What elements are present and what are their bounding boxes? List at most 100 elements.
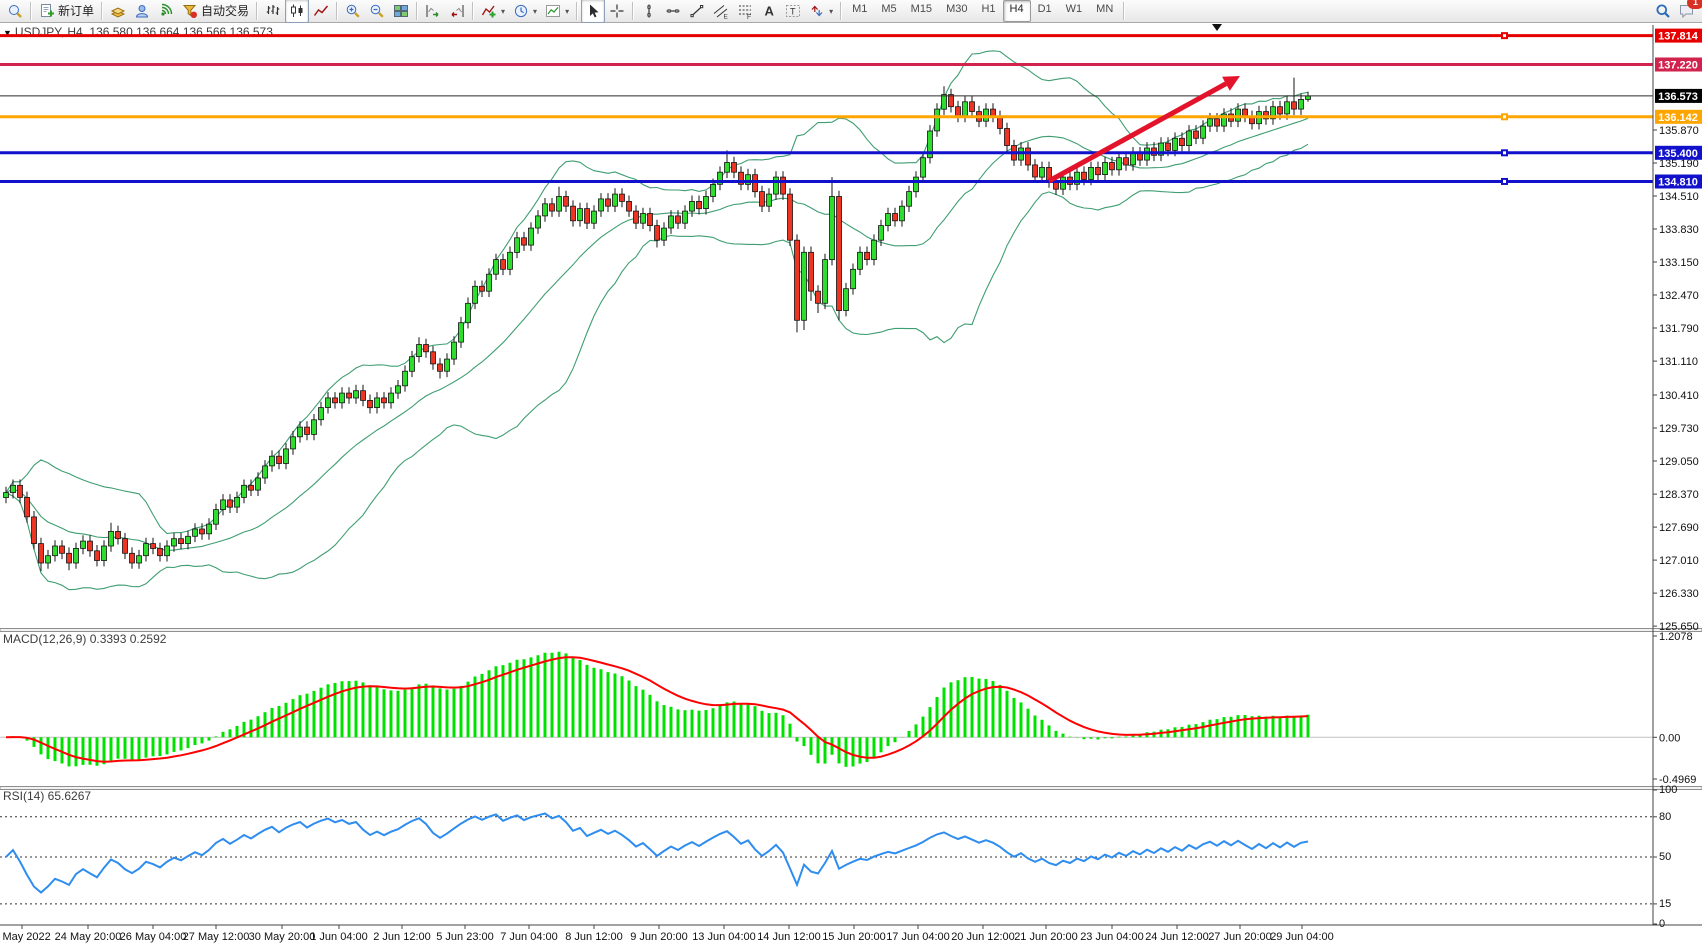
cursor-button[interactable] xyxy=(581,0,606,23)
clock-icon xyxy=(513,3,529,19)
signals-button[interactable] xyxy=(154,0,178,23)
new-order-button-label: 新订单 xyxy=(58,4,95,18)
zoom-out-button[interactable] xyxy=(365,0,389,23)
market-depth-button[interactable] xyxy=(106,0,130,23)
price-tick-label: 131.110 xyxy=(1659,356,1698,368)
channel-button[interactable]: E xyxy=(709,0,733,23)
line-chart-icon xyxy=(313,3,329,19)
tile-windows-button[interactable] xyxy=(389,0,413,23)
timeframe-MN[interactable]: MN xyxy=(1096,3,1114,15)
price-tick-label: 126.330 xyxy=(1659,588,1699,600)
crosshair-button[interactable] xyxy=(605,0,629,23)
trend-arrow[interactable] xyxy=(1047,76,1240,184)
chart-shift-icon xyxy=(449,3,465,19)
rsi-tick-label: 100 xyxy=(1659,784,1677,796)
timeframe-H4[interactable]: H4 xyxy=(1002,0,1031,22)
timeframe-W1[interactable]: W1 xyxy=(1065,3,1083,15)
price-tick-label: 127.010 xyxy=(1659,555,1699,567)
toolbar-separator xyxy=(840,2,843,20)
timeframe-H1[interactable]: H1 xyxy=(981,3,996,15)
trendline-icon xyxy=(689,3,705,19)
price-tick-label: 134.510 xyxy=(1659,191,1699,203)
timeframe-M5[interactable]: M5 xyxy=(881,3,897,15)
line-chart-button[interactable] xyxy=(309,0,333,23)
macd-histogram xyxy=(11,651,1310,767)
timeframe-D1[interactable]: D1 xyxy=(1037,3,1052,15)
label-button[interactable]: T xyxy=(781,0,805,23)
auto-scroll-icon xyxy=(425,3,441,19)
timeframe-M1[interactable]: M1 xyxy=(852,3,868,15)
timeframe-M30[interactable]: M30 xyxy=(946,3,968,15)
price-tick-label: 133.830 xyxy=(1659,224,1699,236)
indicators-button[interactable]: ▾ xyxy=(477,0,509,23)
macd-tick-label: 0.00 xyxy=(1659,732,1680,744)
text-button[interactable]: A xyxy=(757,0,781,23)
dropdown-arrow-icon[interactable]: ▾ xyxy=(501,6,506,16)
trendline-button[interactable] xyxy=(685,0,709,23)
macd-signal-line xyxy=(5,656,1309,763)
price-level-badge xyxy=(1655,174,1702,189)
macd-tick-label: -0.4969 xyxy=(1659,774,1696,786)
crosshair-icon xyxy=(609,3,625,19)
new-order-button[interactable]: 新订单 xyxy=(35,0,98,23)
rsi-tick-label: 50 xyxy=(1659,851,1671,863)
window-thumb-button[interactable] xyxy=(3,0,27,23)
toolbar-separator xyxy=(416,2,419,20)
price-tick-label: 128.370 xyxy=(1659,489,1699,501)
time-tick-label: 5 Jun 23:00 xyxy=(436,931,494,943)
candles-icon xyxy=(289,3,305,19)
price-level-badge xyxy=(1655,57,1702,72)
dropdown-arrow-icon[interactable]: ▾ xyxy=(565,6,570,16)
candle-chart-button[interactable] xyxy=(285,0,310,23)
timeframe-M15[interactable]: M15 xyxy=(910,3,933,15)
arrows-button[interactable]: ▾ xyxy=(805,0,837,23)
price-tick-label: 130.410 xyxy=(1659,390,1699,402)
pane-splitter[interactable] xyxy=(0,628,1702,632)
vline-icon xyxy=(641,3,657,19)
horizontal-level-lines[interactable] xyxy=(0,32,1653,185)
vertical-line-button[interactable] xyxy=(637,0,661,23)
zoom-in-button[interactable] xyxy=(341,0,365,23)
collapse-triangle-icon[interactable]: ▼ xyxy=(3,28,12,38)
bar-chart-button[interactable] xyxy=(261,0,285,23)
chart-thumb-icon xyxy=(7,3,23,19)
dropdown-arrow-icon[interactable]: ▾ xyxy=(533,6,538,16)
toolbar-separator xyxy=(1123,2,1126,20)
time-tick-label: 29 Jun 04:00 xyxy=(1270,931,1334,943)
price-tick-label: 125.650 xyxy=(1659,621,1699,633)
rsi-tick-label: 80 xyxy=(1659,811,1671,823)
time-tick-label: 14 Jun 12:00 xyxy=(757,931,821,943)
price-tick-label: 135.190 xyxy=(1659,158,1699,170)
time-tick-label: 24 May 20:00 xyxy=(55,931,122,943)
price-tick-label: 132.470 xyxy=(1659,290,1699,302)
terminal-button[interactable] xyxy=(130,0,154,23)
templates-button[interactable]: ▾ xyxy=(541,0,573,23)
chart-shift-button[interactable] xyxy=(445,0,469,23)
svg-text:T: T xyxy=(790,7,796,17)
price-tick-label: 127.690 xyxy=(1659,522,1699,534)
autotrading-button[interactable]: 自动交易 xyxy=(178,0,253,23)
cursor-icon xyxy=(585,3,601,19)
toolbar-right-group: 1 xyxy=(1651,0,1702,23)
fibonacci-button[interactable]: F xyxy=(733,0,757,23)
search-button[interactable] xyxy=(1651,0,1675,23)
notification-badge: 1 xyxy=(1687,0,1702,9)
bollinger-bands xyxy=(5,50,1309,591)
auto-scroll-button[interactable] xyxy=(421,0,445,23)
zoom-in-icon xyxy=(345,3,361,19)
price-tick-label: 133.150 xyxy=(1659,257,1699,269)
pane-splitter[interactable] xyxy=(0,786,1702,790)
price-level-badge-text: 137.220 xyxy=(1658,60,1698,72)
price-level-badge-text: 136.142 xyxy=(1658,112,1698,124)
price-tick-label: 135.870 xyxy=(1659,125,1699,137)
horizontal-line-button[interactable] xyxy=(661,0,685,23)
svg-text:E: E xyxy=(724,14,729,20)
dropdown-arrow-icon[interactable]: ▾ xyxy=(829,6,834,16)
object-marker-icon xyxy=(1212,24,1222,31)
periods-button[interactable]: ▾ xyxy=(509,0,541,23)
notifications-button[interactable]: 1 xyxy=(1675,0,1702,23)
price-scale[interactable]: 135.870 135.190 134.510 133.830 133.150 132.4… xyxy=(1652,25,1702,930)
shapes-icon xyxy=(809,3,825,19)
